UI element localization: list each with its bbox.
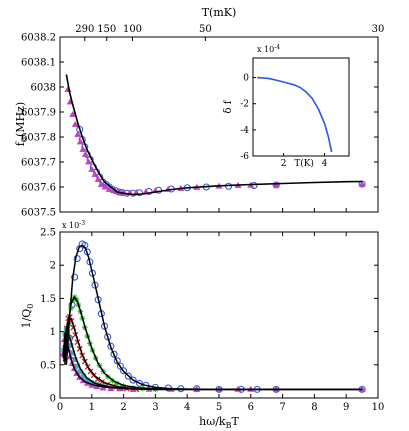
bottom-y-tick-label: 1.5 — [40, 294, 56, 305]
top-x-ticks — [59, 208, 379, 212]
top-axis-label: T(mK) — [202, 6, 237, 19]
top-y-tick-label: 6038.1 — [21, 58, 56, 69]
top-secondary-ticks: 290 150 100 50 30 — [75, 24, 384, 41]
inset-multiplier: x 10-4 — [257, 44, 280, 54]
bottom-y-label-sub: 0 — [26, 304, 35, 309]
top-series-1-point — [71, 120, 79, 127]
top-y-ticks: 6037.5 6037.6 6037.7 6037.8 6037.9 6038 6038.1… — [21, 33, 378, 219]
top-y-tick-label: 6038.2 — [21, 33, 56, 44]
bottom-series-0-point — [71, 273, 79, 281]
top-y-tick-label: 6038 — [31, 83, 56, 94]
inset-x-ticks: 2 4 T(K) — [281, 153, 328, 169]
bottom-series-2-point — [94, 376, 101, 383]
bottom-series-0-point — [110, 350, 118, 358]
bottom-x-tick-label: 1 — [89, 402, 95, 413]
top-y-tick-label: 6037.7 — [21, 158, 56, 169]
top-series-1-point — [79, 145, 87, 152]
top-series-1-point — [94, 175, 102, 182]
top-series-1-point — [97, 180, 105, 187]
top-secondary-tick-label: 30 — [372, 24, 385, 35]
inset-y-axis-label: δ f — [223, 99, 234, 113]
inset-x-axis-label: T(K) — [294, 158, 314, 169]
top-series-1-point — [74, 130, 82, 137]
inset-plot-frame — [252, 57, 350, 157]
bottom-x-tick-label: 2 — [120, 402, 126, 413]
bottom-panel: 00.511.522.5 0 1 2 3 4 5 6 7 8 9 10 x 10-3 1/Q0 hω… — [20, 220, 384, 430]
bottom-y-ticks: 0 0.5 1 1.5 2 2.5 — [40, 228, 378, 405]
bottom-series-0-point — [135, 379, 144, 387]
bottom-x-tick-label: 6 — [248, 402, 254, 413]
inset-y-tick-label: -4 — [240, 126, 249, 136]
bottom-x-tick-label: 8 — [311, 402, 317, 413]
top-y-label-main: f — [14, 141, 27, 146]
bottom-x-tick-label: 3 — [152, 402, 158, 413]
bottom-multiplier: x 10-3 — [62, 220, 85, 230]
inset-plot-area — [257, 76, 333, 153]
top-series-1-point — [76, 138, 84, 145]
bottom-x-label-part1: hω/k — [199, 415, 226, 428]
top-y-label-sub: 0 — [20, 137, 29, 142]
top-secondary-tick-label: 100 — [123, 24, 142, 35]
bottom-y-label-main: 1/Q — [20, 309, 33, 329]
bottom-multiplier-exp: -3 — [79, 220, 85, 227]
bottom-model-curve-1 — [64, 295, 363, 391]
inset-y-ticks: -6 -4 -2 0 — [240, 74, 256, 162]
top-y-label-unit: (MHz) — [14, 102, 27, 137]
top-y-tick-label: 6037.9 — [21, 108, 56, 119]
bottom-y-axis-label: 1/Q0 — [20, 304, 35, 329]
bottom-series-0-point — [104, 333, 112, 341]
inset-multiplier-exp: -4 — [274, 44, 280, 51]
inset-y-tick-label: -6 — [240, 152, 249, 162]
top-series-1-point — [85, 158, 93, 165]
bottom-y-tick-label: 0.5 — [40, 360, 56, 371]
bottom-series-0-point — [124, 372, 132, 380]
top-y-tick-label: 6037.6 — [21, 183, 56, 194]
top-series-1-point — [101, 183, 109, 190]
top-y-tick-label: 6037.8 — [21, 133, 56, 144]
bottom-x-tick-label: 9 — [343, 402, 349, 413]
bottom-model-curve-4 — [62, 336, 363, 391]
top-plot-area — [64, 74, 366, 197]
inset-x-tick-label: 2 — [281, 159, 287, 169]
bottom-plot-frame — [59, 231, 379, 399]
bottom-multiplier-base: x 10 — [62, 221, 79, 230]
top-series-1-point — [358, 180, 366, 187]
inset-multiplier-base: x 10 — [257, 45, 274, 54]
bottom-x-label-part2: T — [231, 415, 239, 428]
top-secondary-tick-label: 50 — [199, 24, 212, 35]
bottom-x-axis-label: hω/kBT — [199, 415, 239, 430]
bottom-x-tick-label: 10 — [372, 402, 385, 413]
top-model-curve — [65, 74, 363, 196]
top-y-axis-label: f0(MHz) — [14, 102, 29, 146]
bottom-series-0-point — [116, 362, 124, 370]
bottom-series-0-point — [113, 357, 121, 365]
inset-y-tick-label: 0 — [243, 74, 249, 84]
top-y-tick-label: 6037.5 — [21, 208, 56, 219]
inset-panel: -6-4-20 2 4T(K) x 10-4 δ f — [223, 44, 350, 169]
bottom-x-label-sub: B — [226, 421, 232, 430]
bottom-x-tick-label: 4 — [184, 402, 190, 413]
bottom-x-tick-label: 7 — [279, 402, 285, 413]
bottom-series-0-point — [129, 376, 137, 384]
top-series-1-point — [88, 165, 96, 172]
bottom-y-tick-label: 2 — [50, 261, 56, 272]
top-secondary-tick-label: 150 — [97, 24, 116, 35]
inset-curve — [257, 76, 333, 153]
bottom-plot-area — [59, 240, 366, 393]
bottom-series-0-point — [120, 367, 128, 375]
bottom-y-tick-label: 0 — [50, 394, 56, 405]
top-series-1-point — [81, 150, 89, 157]
top-series-1-point — [105, 185, 113, 192]
top-series-1-point — [69, 110, 77, 117]
bottom-y-tick-label: 2.5 — [40, 228, 56, 239]
inset-x-tick-label: 4 — [322, 159, 328, 169]
inset-y-tick-label: -2 — [240, 100, 249, 110]
bottom-y-tick-label: 1 — [50, 327, 56, 338]
top-series-1-point — [91, 170, 99, 177]
bottom-x-tick-label: 0 — [57, 402, 63, 413]
bottom-x-tick-label: 5 — [216, 402, 222, 413]
bottom-x-ticks: 0 1 2 3 4 5 6 7 8 9 10 — [57, 232, 385, 413]
top-secondary-tick-label: 290 — [75, 24, 94, 35]
